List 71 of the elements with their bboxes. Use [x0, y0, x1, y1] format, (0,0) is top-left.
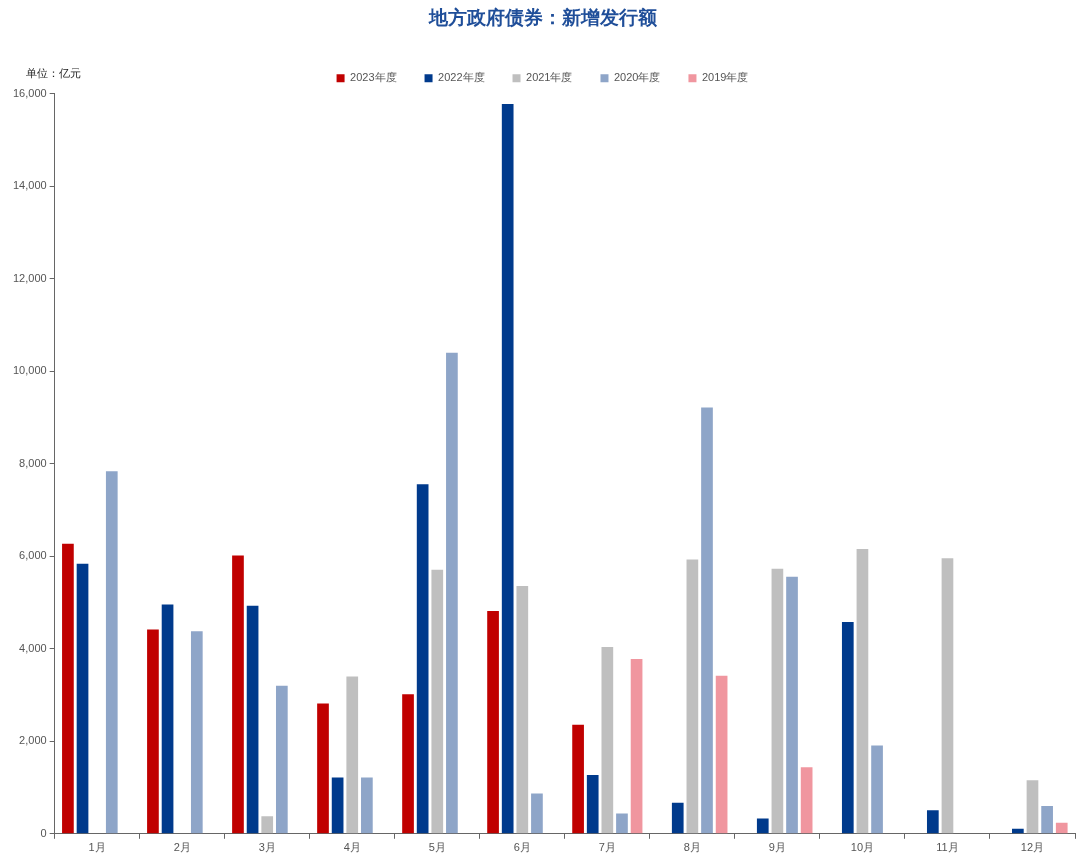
x-tick-label: 8月: [683, 841, 701, 854]
bar: [841, 621, 854, 834]
bar: [871, 745, 883, 834]
bar: [771, 568, 784, 834]
legend-label: 2022年度: [438, 71, 485, 84]
bar: [531, 793, 543, 834]
x-tick-label: 5月: [428, 841, 446, 854]
bar: [1055, 822, 1068, 834]
x-tick-label: 1月: [88, 841, 106, 854]
y-tick-label: 0: [40, 826, 47, 839]
y-tick-label: 10,000: [12, 364, 47, 377]
chart-title: 地方政府债券：新增发行额: [427, 6, 658, 29]
y-tick-label: 2,000: [19, 734, 47, 747]
bar: [516, 585, 529, 834]
bar: [161, 604, 174, 834]
bar: [856, 548, 869, 834]
bar: [105, 471, 118, 834]
bar: [402, 694, 414, 834]
legend-label: 2019年度: [701, 71, 749, 84]
x-tick-label: 9月: [768, 841, 786, 854]
bar: [1026, 780, 1039, 834]
bar: [275, 685, 288, 834]
bar: [501, 103, 514, 834]
bar: [232, 555, 244, 834]
y-tick-label: 6,000: [19, 549, 47, 562]
bar: [630, 658, 643, 834]
bar: [431, 569, 444, 834]
bar: [786, 576, 798, 834]
bar: [616, 813, 628, 834]
bar: [416, 484, 429, 834]
bar: [246, 605, 259, 834]
legend-label: 2021年度: [526, 71, 573, 84]
bar: [586, 775, 599, 834]
x-tick-label: 2月: [173, 841, 191, 854]
bar: [261, 816, 274, 834]
bar: [941, 558, 954, 834]
bar: [317, 703, 329, 834]
y-tick-label: 8,000: [19, 456, 47, 469]
bar: [446, 352, 458, 834]
legend-label: 2020年度: [613, 71, 661, 84]
bar: [601, 646, 614, 834]
x-tick-label: 12月: [1020, 841, 1045, 854]
bar: [346, 676, 359, 834]
y-tick-label: 12,000: [12, 271, 47, 284]
bar: [756, 818, 769, 834]
bar: [361, 777, 373, 834]
bar: [926, 810, 939, 834]
x-tick-label: 4月: [343, 841, 361, 854]
y-tick-label: 14,000: [12, 179, 47, 192]
bar: [701, 407, 713, 834]
bar: [487, 610, 499, 834]
bar: [1041, 806, 1053, 834]
bar: [572, 724, 584, 834]
bar: [671, 802, 684, 834]
y-tick-label: 4,000: [19, 641, 47, 654]
bar: [686, 559, 699, 834]
x-tick-label: 11月: [936, 841, 959, 854]
bar: [147, 629, 159, 834]
x-tick-label: 10月: [850, 841, 875, 854]
x-tick-label: 3月: [258, 841, 276, 854]
bar: [800, 767, 813, 834]
bar: [76, 563, 89, 834]
x-tick-label: 6月: [513, 841, 531, 854]
y-axis-title: 单位：亿元: [26, 67, 81, 81]
bar: [62, 543, 74, 834]
legend-label: 2023年度: [350, 71, 397, 84]
bar: [331, 777, 344, 834]
bar: [715, 675, 728, 834]
bar: [190, 631, 203, 834]
x-tick-label: 7月: [598, 841, 616, 854]
y-tick-label: 16,000: [12, 86, 47, 99]
